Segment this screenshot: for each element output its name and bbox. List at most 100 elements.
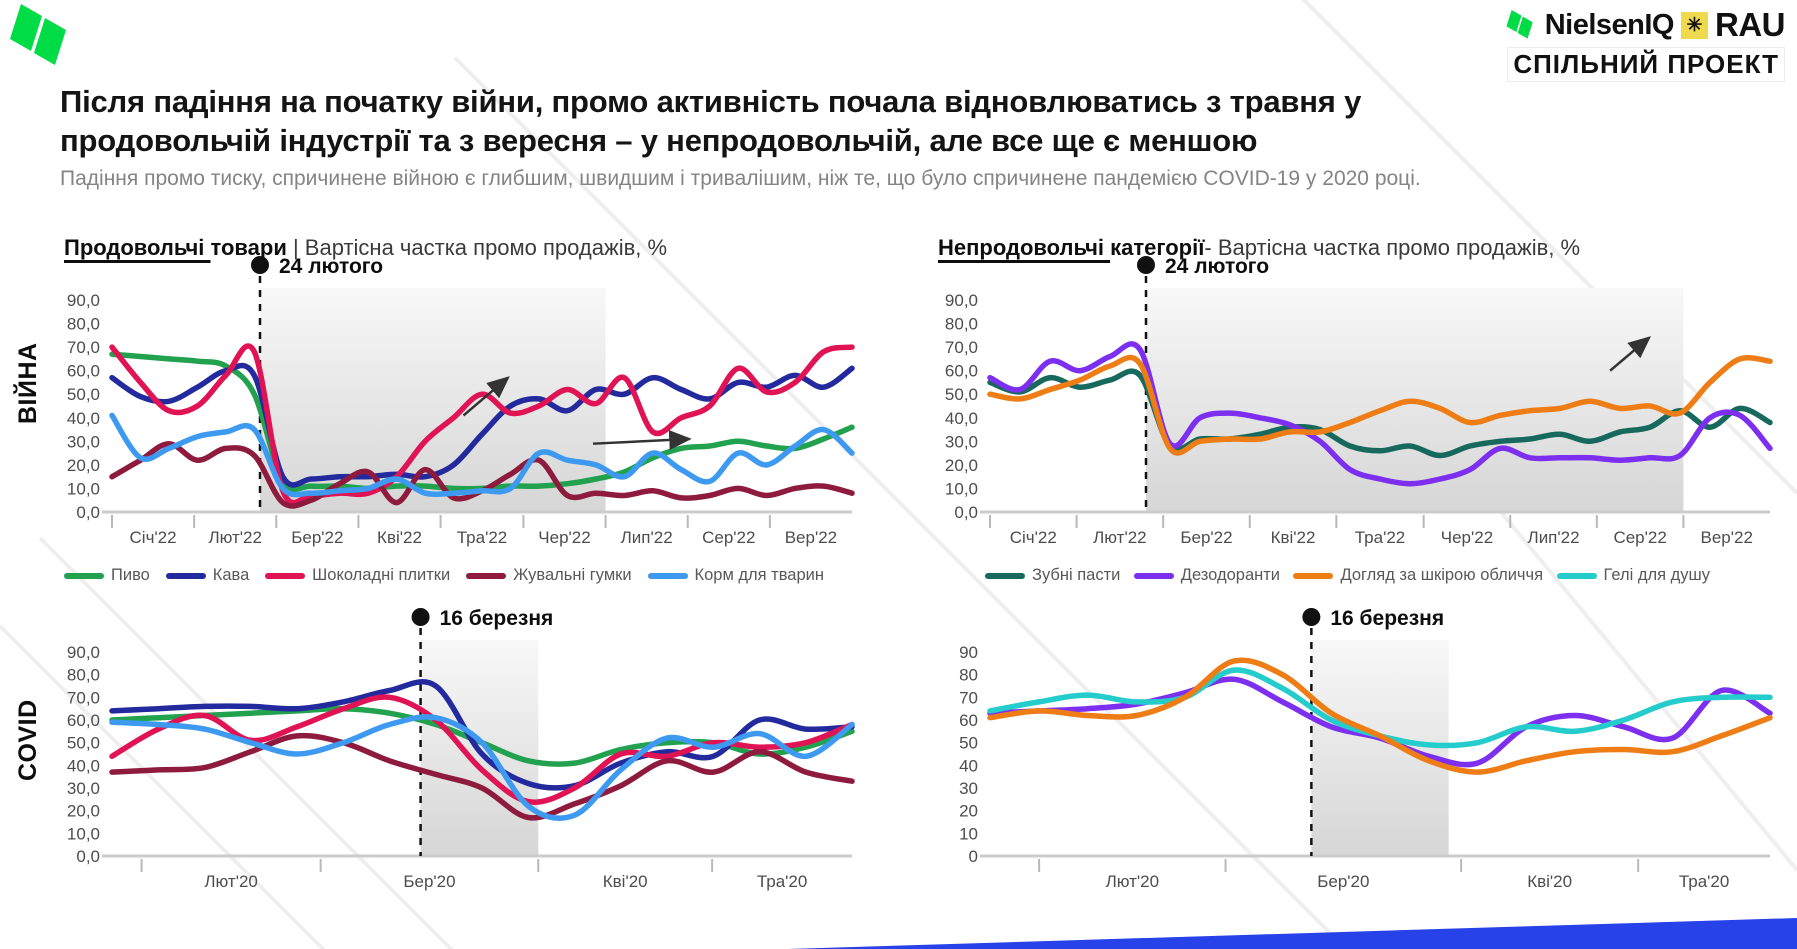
svg-text:50,0: 50,0	[67, 734, 100, 753]
svg-text:Кві'22: Кві'22	[377, 528, 422, 547]
svg-text:20: 20	[959, 802, 978, 821]
brand-block: NielsenIQ ✳ RAU СПІЛЬНИЙ ПРОЕКТ	[1504, 6, 1786, 82]
nielseniq-logo-mark	[10, 4, 66, 65]
svg-text:90,0: 90,0	[67, 643, 100, 662]
svg-text:Чер'22: Чер'22	[1441, 528, 1493, 547]
svg-text:80,0: 80,0	[945, 315, 978, 334]
section-title-nonfood: Непродовольчі категорії- Вартісна частка…	[938, 235, 1580, 261]
svg-text:Тра'22: Тра'22	[457, 528, 508, 547]
legend-swatch	[1556, 572, 1597, 579]
svg-text:70,0: 70,0	[67, 338, 100, 357]
svg-text:90,0: 90,0	[945, 291, 978, 310]
svg-text:Тра'20: Тра'20	[1679, 872, 1730, 891]
legend-swatch	[165, 572, 206, 579]
legend-item: Дезодоранти	[1133, 566, 1281, 585]
svg-text:20,0: 20,0	[67, 802, 100, 821]
svg-text:60: 60	[959, 711, 978, 730]
title-line-2: продовольчій індустрії та з вересня – у …	[60, 123, 1258, 159]
legend-label: Корм для тварин	[694, 566, 825, 584]
legend-swatch	[64, 572, 104, 579]
svg-text:40,0: 40,0	[67, 409, 100, 428]
svg-text:24 лютого: 24 лютого	[1165, 255, 1269, 278]
svg-text:Лют'20: Лют'20	[1106, 872, 1159, 891]
section-title-food-bold: товари	[210, 235, 287, 260]
legend-item: Гелі для душу	[1556, 566, 1710, 585]
rau-star-icon: ✳	[1681, 11, 1708, 39]
brand-tagline: СПІЛЬНИЙ ПРОЕКТ	[1507, 47, 1785, 82]
svg-text:60,0: 60,0	[67, 362, 100, 381]
svg-text:Бер'22: Бер'22	[1180, 528, 1232, 547]
svg-text:16 березня: 16 березня	[440, 607, 554, 630]
section-title-food-underlined: Продовольчі	[64, 235, 211, 260]
svg-text:Вер'22: Вер'22	[785, 528, 837, 547]
svg-text:20,0: 20,0	[67, 456, 100, 475]
title-line-1: Після падіння на початку війни, промо ак…	[60, 84, 1362, 119]
svg-text:30,0: 30,0	[945, 432, 978, 451]
svg-text:10: 10	[959, 824, 978, 843]
section-title-food-rest: | Вартісна частка промо продажів, %	[286, 235, 668, 260]
svg-text:Лют'20: Лют'20	[204, 872, 257, 891]
svg-text:Лют'22: Лют'22	[1093, 528, 1146, 547]
svg-text:20,0: 20,0	[945, 456, 978, 475]
legend-item: Зубні пасти	[985, 566, 1120, 585]
svg-text:Сер'22: Сер'22	[1613, 528, 1666, 547]
legend-swatch	[265, 572, 306, 579]
svg-text:Сер'22: Сер'22	[702, 528, 755, 547]
line-chart-war-food: Січ'22 Лют'22 Бер'22 Кві'22 Тра'22 Чер'22 Лип'…	[67, 255, 855, 547]
svg-text:40,0: 40,0	[67, 756, 100, 775]
page-subtitle: Падіння промо тиску, спричинене війною є…	[60, 167, 1421, 190]
svg-text:Січ'22: Січ'22	[130, 528, 177, 547]
legend-label: Жувальні гумки	[513, 566, 632, 584]
svg-text:Тра'20: Тра'20	[757, 872, 808, 891]
brand-partner: RAU	[1715, 6, 1786, 43]
svg-text:Кві'22: Кві'22	[1271, 528, 1316, 547]
svg-text:Кві'20: Кві'20	[1527, 872, 1572, 891]
svg-text:60,0: 60,0	[67, 711, 100, 730]
legend-label: Догляд за шкірою обличчя	[1340, 566, 1544, 584]
svg-text:Кві'20: Кві'20	[603, 872, 648, 891]
svg-text:30: 30	[959, 779, 978, 798]
legend-swatch	[466, 572, 507, 579]
svg-text:50,0: 50,0	[67, 385, 100, 404]
legend-item: Корм для тварин	[647, 566, 825, 585]
legend-nonfood: Зубні пасти Дезодоранти Догляд за шкірою о…	[985, 566, 1710, 585]
svg-text:Січ'22: Січ'22	[1010, 528, 1057, 547]
legend-label: Шоколадні плитки	[312, 566, 451, 584]
svg-text:Бер'22: Бер'22	[291, 528, 343, 547]
svg-text:80: 80	[959, 666, 978, 685]
legend-item: Пиво	[64, 566, 150, 585]
legend-item: Шоколадні плитки	[265, 566, 450, 585]
row-label-covid: COVID	[14, 699, 42, 781]
line-chart-war-nonfood: Січ'22 Лют'22 Бер'22 Кві'22 Тра'22 Чер'22 Лип'…	[945, 255, 1773, 547]
svg-text:80,0: 80,0	[67, 666, 100, 685]
svg-text:40: 40	[959, 756, 978, 775]
line-chart-covid-nonfood: Лют'20 Бер'20 Кві'20 Тра'20 90 80 70 60 50 40 30 20…	[959, 607, 1773, 891]
svg-text:0,0: 0,0	[76, 847, 100, 866]
legend-label: Кава	[212, 566, 250, 584]
legend-label: Дезодоранти	[1180, 566, 1281, 584]
svg-text:50: 50	[959, 734, 978, 753]
svg-text:50,0: 50,0	[945, 385, 978, 404]
svg-text:70: 70	[959, 688, 978, 707]
svg-text:30,0: 30,0	[67, 779, 100, 798]
legend-swatch	[647, 572, 688, 579]
legend-item: Кава	[165, 566, 250, 585]
svg-text:70,0: 70,0	[67, 688, 100, 707]
svg-text:30,0: 30,0	[67, 432, 100, 451]
svg-text:Чер'22: Чер'22	[538, 528, 590, 547]
svg-text:0,0: 0,0	[954, 503, 978, 522]
svg-text:0,0: 0,0	[76, 503, 100, 522]
svg-text:80,0: 80,0	[67, 315, 100, 334]
svg-text:60,0: 60,0	[945, 362, 978, 381]
svg-text:90,0: 90,0	[67, 291, 100, 310]
nielseniq-logo-mark-small	[1506, 10, 1533, 39]
line-chart-covid-food: Лют'20 Бер'20 Кві'20 Тра'20 90,0 80,0 70,0 60,0…	[67, 607, 855, 891]
legend-swatch	[1293, 572, 1334, 579]
svg-text:Лип'22: Лип'22	[1528, 528, 1580, 547]
svg-text:70,0: 70,0	[945, 338, 978, 357]
section-title-nonfood-rest: - Вартісна частка промо продажів, %	[1204, 235, 1581, 260]
legend-food: Пиво Кава Шоколадні плитки Жувальні гумки Ко…	[64, 566, 824, 585]
svg-text:40,0: 40,0	[945, 409, 978, 428]
legend-item: Догляд за шкірою обличчя	[1293, 566, 1543, 585]
